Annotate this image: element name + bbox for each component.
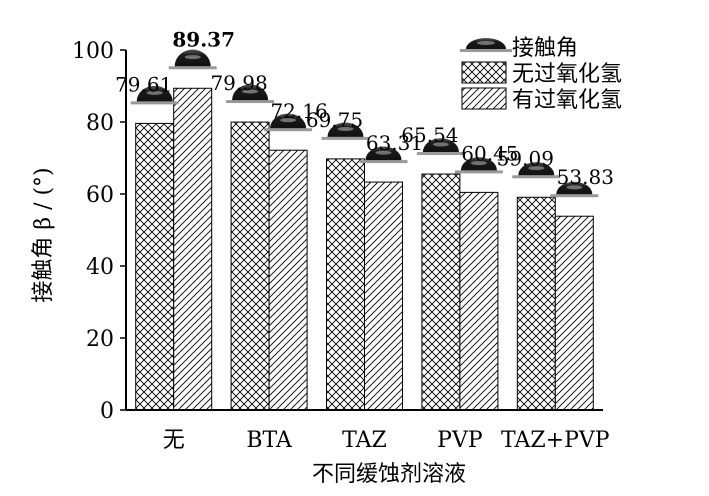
x-tick-label: TAZ+PVP: [501, 428, 610, 453]
legend-swatch-series-0: [461, 61, 507, 84]
value-label-series-0: 69.75: [306, 108, 363, 132]
x-tick-label: PVP: [437, 428, 483, 453]
value-label-series-0: 59.09: [497, 146, 554, 170]
water-droplet-icon: [416, 138, 465, 156]
axes: 0 20 40 60 80 100 无 BTA TAZ PVP TAZ+PVP: [72, 39, 610, 453]
water-droplet-icon: [460, 38, 512, 52]
bar-series-1: [554, 215, 594, 411]
bar-series-1: [364, 181, 403, 411]
x-axis-title: 不同缓蚀剂溶液: [312, 462, 466, 487]
water-droplet-icon: [321, 122, 370, 140]
bar-series-1: [459, 191, 499, 411]
water-droplet-icon: [226, 84, 275, 104]
value-label-series-0: 79.98: [210, 71, 267, 95]
y-tick-label: 60: [86, 183, 114, 208]
value-labels: 79.61 79.98 69.75 65.54 59.09 89.37 72.16 63.31…: [115, 27, 614, 189]
x-tick-label: 无: [163, 428, 185, 453]
legend-item-series-1: 有过氧化氢: [461, 87, 622, 113]
value-label-series-1: 89.37: [172, 27, 235, 51]
water-droplet-icon: [512, 162, 561, 179]
water-droplet-icon: [359, 146, 408, 164]
droplets: [130, 49, 599, 198]
value-label-series-1: 63.31: [366, 131, 423, 155]
bar-series-0: [421, 173, 461, 411]
legend-label-contact-angle: 接触角: [512, 36, 578, 61]
bar-series-0: [516, 196, 556, 411]
legend-item-series-0: 无过氧化氢: [461, 61, 622, 87]
y-ticks: 0 20 40 60 80 100: [72, 39, 126, 424]
value-label-series-0: 79.61: [115, 72, 172, 96]
bar-series-1: [173, 87, 213, 411]
water-droplet-icon: [130, 85, 179, 105]
water-droplet-icon: [550, 181, 599, 198]
bar-series-0: [326, 158, 365, 411]
bars: [135, 87, 594, 411]
bar-series-0: [230, 121, 270, 411]
y-tick-label: 100: [72, 39, 114, 64]
y-tick-label: 40: [86, 255, 114, 280]
value-label-series-1: 53.83: [557, 165, 614, 189]
y-axis-title: 接触角 β / (°): [31, 167, 56, 302]
water-droplet-icon: [454, 157, 503, 174]
x-tick-label: TAZ: [342, 428, 387, 453]
water-droplet-icon: [264, 113, 313, 132]
value-label-series-1: 72.16: [270, 99, 327, 123]
bar-series-1: [268, 149, 308, 411]
legend-swatch-series-1: [461, 87, 507, 110]
x-tick-label: BTA: [246, 428, 293, 453]
x-ticks: 无 BTA TAZ PVP TAZ+PVP: [163, 428, 610, 453]
bar-series-0: [135, 122, 175, 411]
y-tick-label: 0: [100, 399, 114, 424]
water-droplet-icon: [168, 49, 217, 70]
legend: 接触角 无过氧化氢 有过氧化氢: [460, 36, 622, 113]
legend-item-contact-angle: 接触角: [460, 36, 578, 61]
y-tick-label: 80: [86, 111, 114, 136]
value-label-series-1: 60.45: [461, 141, 518, 165]
legend-label-series-1: 有过氧化氢: [512, 88, 622, 113]
value-label-series-0: 65.54: [401, 123, 458, 147]
y-tick-label: 20: [86, 327, 114, 352]
legend-label-series-0: 无过氧化氢: [512, 62, 622, 87]
